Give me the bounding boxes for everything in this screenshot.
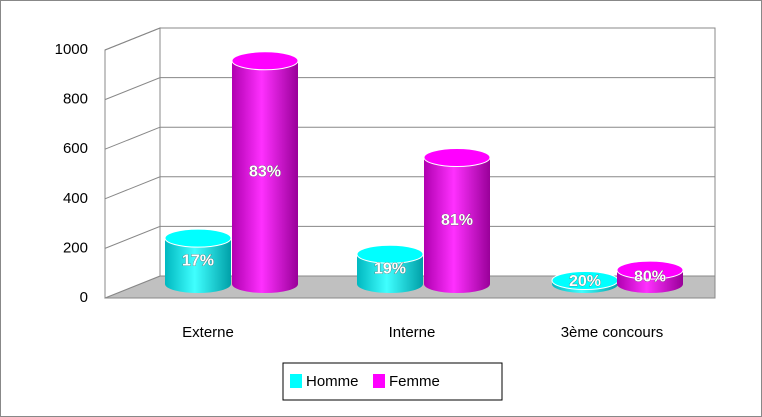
legend-swatch	[290, 374, 302, 388]
grid-line	[104, 77, 715, 101]
y-tick-label: 400	[63, 190, 88, 207]
grid-line	[104, 176, 715, 200]
data-label: 83%	[249, 164, 281, 181]
cylinder-top	[423, 148, 491, 168]
grid-line	[104, 126, 715, 150]
data-label: 81%	[441, 212, 473, 229]
y-tick-label: 200	[63, 239, 88, 256]
cylinder-top	[356, 244, 424, 264]
legend-label: Femme	[389, 373, 440, 390]
legend	[282, 362, 503, 401]
y-tick-label: 600	[63, 140, 88, 157]
data-label: 20%	[569, 273, 601, 290]
cylinder	[357, 254, 423, 293]
cylinder	[232, 60, 298, 293]
grid-line	[104, 225, 715, 249]
y-tick-label: 800	[63, 91, 88, 108]
data-label: 80%	[634, 268, 666, 285]
cylinder	[424, 157, 490, 293]
data-label: 19%	[374, 260, 406, 277]
cylinder	[165, 238, 231, 293]
y-tick-label: 1000	[55, 41, 88, 58]
grid-line	[104, 27, 715, 51]
legend-label: Homme	[306, 373, 359, 390]
legend-swatch	[373, 374, 385, 388]
cylinder-top	[231, 51, 299, 71]
x-tick-label: 3ème concours	[561, 324, 664, 341]
x-tick-label: Interne	[389, 324, 436, 341]
x-tick-label: Externe	[182, 324, 234, 341]
y-tick-label: 0	[80, 289, 88, 306]
side-wall	[104, 27, 161, 299]
cylinder-top	[616, 260, 684, 280]
cylinder-top	[164, 228, 232, 248]
data-label: 17%	[182, 252, 214, 269]
